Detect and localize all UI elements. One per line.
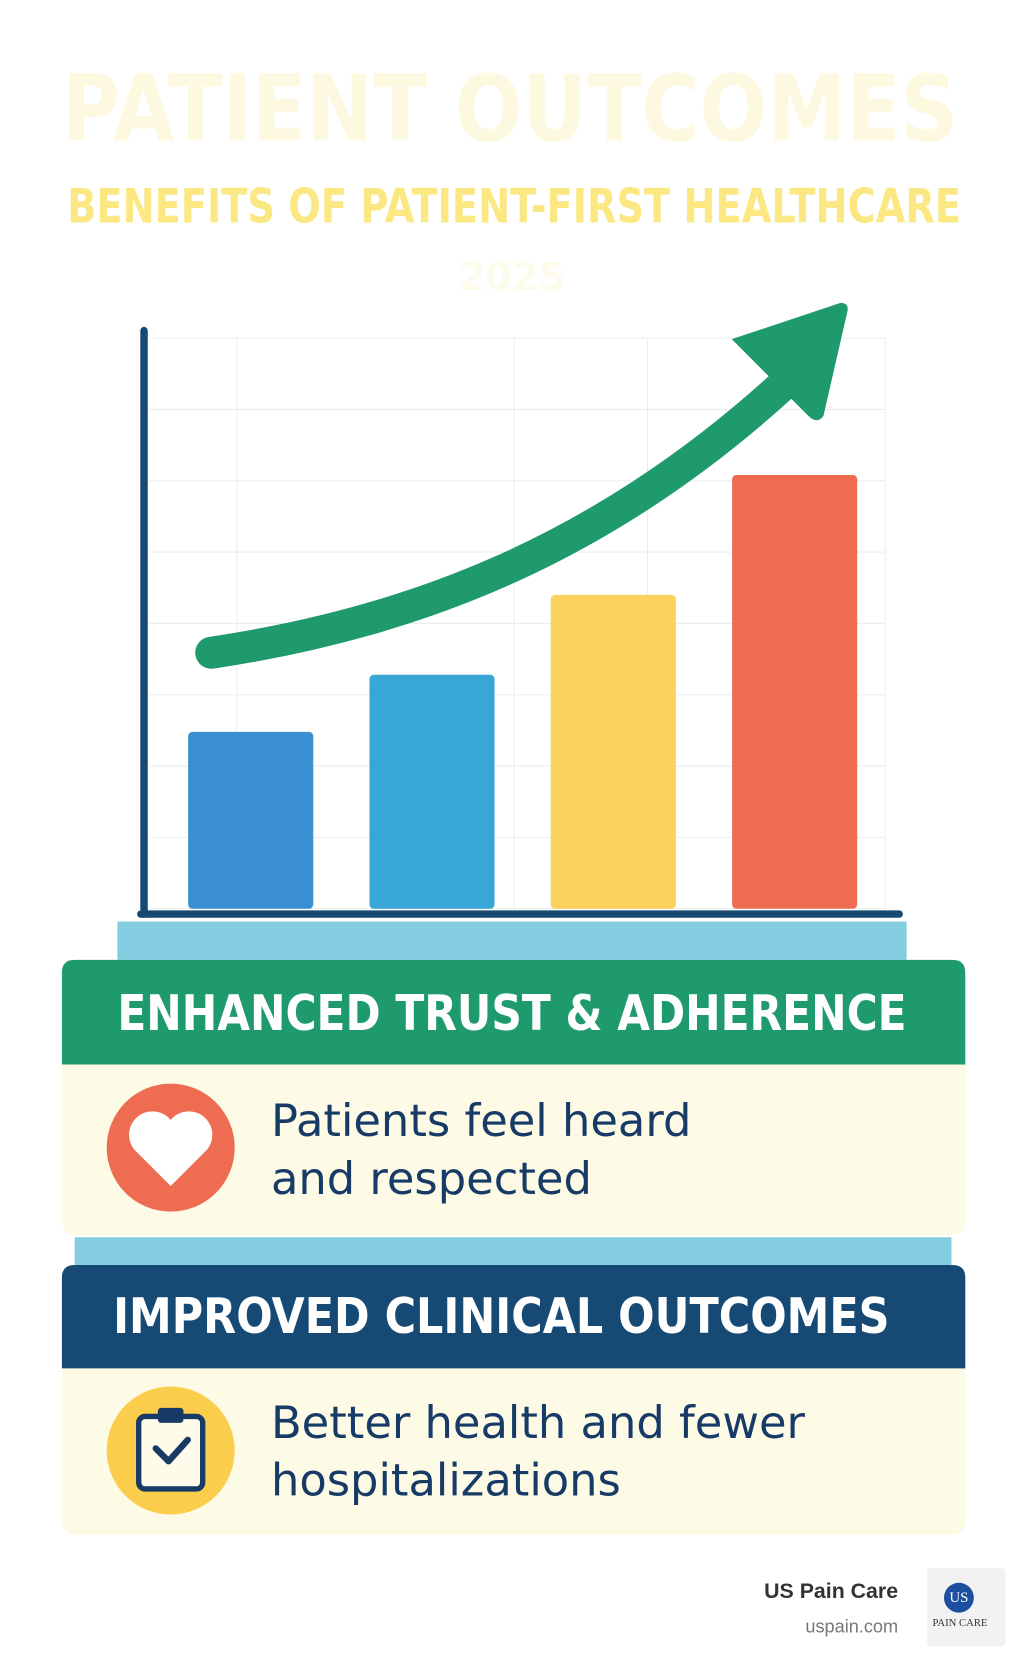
card-header [61,959,966,1065]
band [117,921,907,963]
title: PATIENT OUTCOMES [62,56,958,163]
card-text: and respected [271,1152,592,1205]
clipboard-clip [157,1407,184,1423]
bar [550,594,676,909]
card-header [61,1264,966,1369]
brand: US Pain Care [764,1579,898,1603]
card-text: Patients feel heard [271,1094,691,1147]
subtitle: BENEFITS OF PATIENT-FIRST HEALTHCARE [67,180,961,235]
bars [188,475,858,909]
logo-initials: US [949,1590,968,1606]
card-title: ENHANCED TRUST & ADHERENCE [117,984,906,1042]
check [152,1436,191,1465]
trend-arrow [195,367,800,669]
card-text: Better health and fewer [271,1396,806,1449]
trend-arrow-head [731,302,848,421]
grid [149,337,886,910]
band [74,1237,952,1265]
clipboard [136,1413,206,1492]
card-title: IMPROVED CLINICAL OUTCOMES [113,1287,889,1345]
card-text: hospitalizations [271,1454,621,1507]
bar [732,475,858,909]
year: 2025 [459,255,566,300]
bar [369,674,495,909]
logo-circle [943,1582,974,1613]
logo-text: PAIN CARE [932,1618,987,1629]
url: uspain.com [805,1616,898,1636]
heart [129,1111,213,1187]
bar [188,731,314,909]
